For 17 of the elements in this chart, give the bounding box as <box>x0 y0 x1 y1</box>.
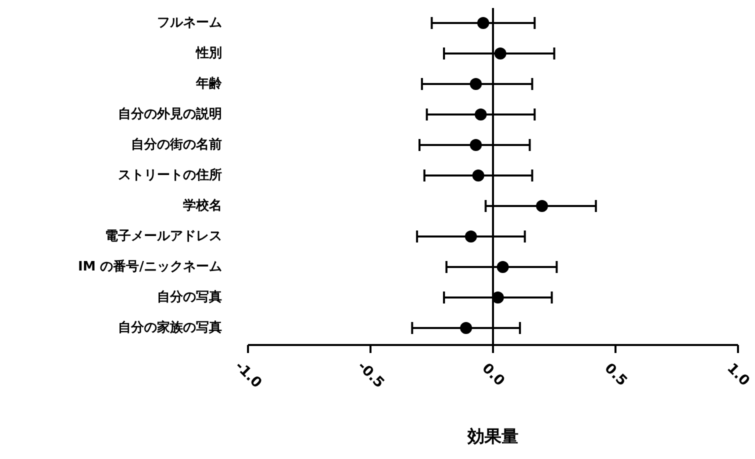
x-tick-label: 0.0 <box>478 360 508 390</box>
x-tick-label: 0.5 <box>601 360 630 390</box>
y-tick-label: 自分の外見の説明 <box>118 106 222 122</box>
y-tick-label: 電子メールアドレス <box>105 229 222 244</box>
x-tick-label: -1.0 <box>232 358 265 392</box>
y-tick-label: 自分の街の名前 <box>131 138 222 153</box>
y-tick-label: ストリートの住所 <box>118 167 222 184</box>
y-tick-label: 自分の家族の写真 <box>118 320 222 336</box>
y-tick-label: 学校名 <box>183 198 222 214</box>
x-axis-title: 効果量 <box>466 427 518 447</box>
y-tick-label: 年齢 <box>195 76 223 92</box>
x-tick-label: -0.5 <box>354 358 388 392</box>
y-tick-label: IM の番号/ニックネーム <box>78 258 222 275</box>
x-tick-label: 1.0 <box>724 360 753 390</box>
y-tick-label: フルネーム <box>157 16 222 31</box>
y-tick-label: 自分の写真 <box>157 290 222 306</box>
y-tick-label: 性別 <box>195 46 222 62</box>
